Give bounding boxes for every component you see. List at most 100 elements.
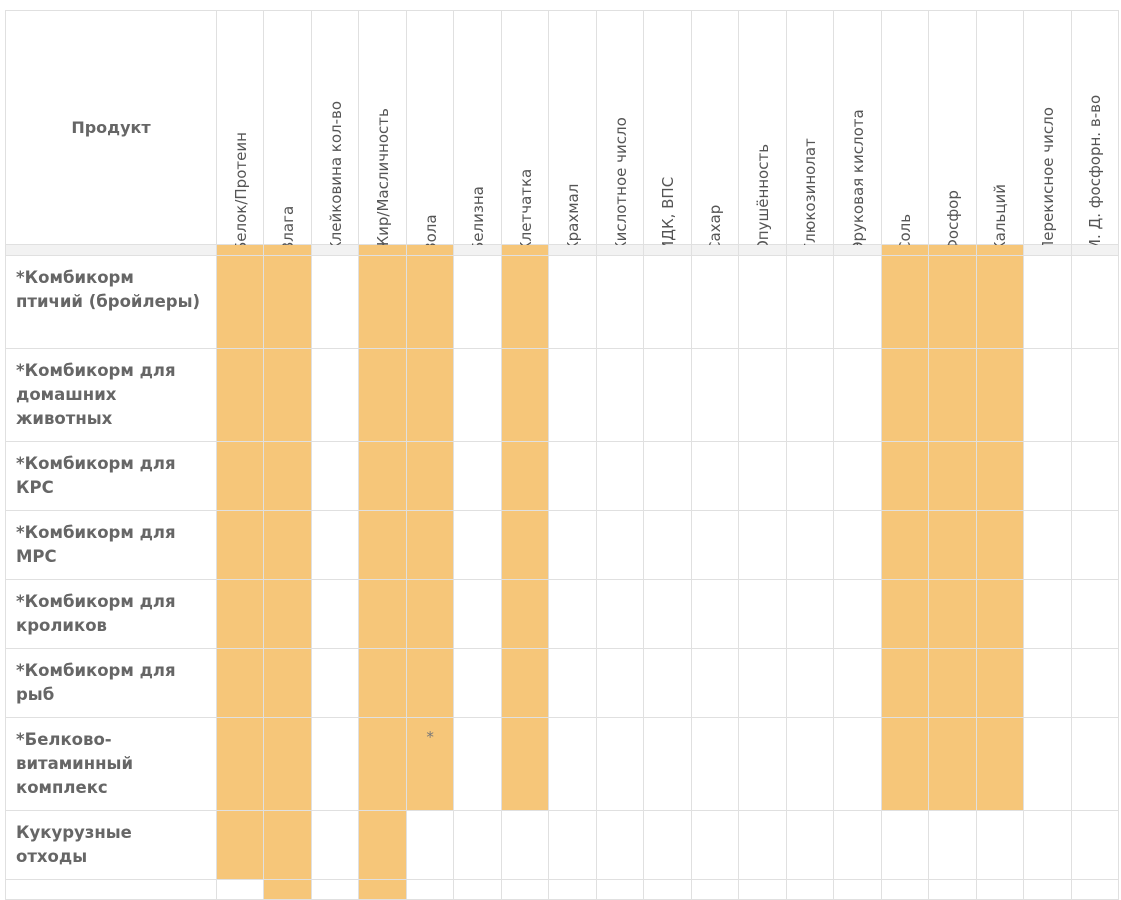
marked-cell (929, 511, 977, 580)
cell (739, 718, 787, 811)
spacer-cell (549, 245, 597, 256)
cell (596, 442, 645, 511)
header-cell: Соль (881, 10, 930, 252)
product-cell: *Комбикорм для МРС (5, 511, 217, 580)
spacer-cell (217, 245, 265, 256)
cell (311, 811, 360, 880)
header-cell: Эруковая кислота (834, 10, 882, 252)
cell (1071, 511, 1119, 580)
cell (311, 649, 360, 718)
marked-cell (501, 580, 550, 649)
marked-cell (929, 256, 977, 349)
cell (644, 256, 692, 349)
spacer-cell (501, 245, 550, 256)
cell (834, 718, 882, 811)
cell (739, 442, 787, 511)
product-name: *Комбикорм для КРС (16, 454, 176, 497)
cell (929, 811, 977, 880)
header-cell: М. Д. фосфорн. в-во (1071, 10, 1119, 252)
cell (644, 718, 692, 811)
header-cell: Зола (406, 10, 455, 252)
marked-cell (359, 718, 407, 811)
cell (786, 511, 835, 580)
marked-cell (264, 511, 312, 580)
marked-cell (264, 649, 312, 718)
cell (454, 718, 502, 811)
cell (596, 880, 645, 900)
marked-cell (501, 442, 550, 511)
cell (454, 256, 502, 349)
product-cell: *Комбикорм для рыб (5, 649, 217, 718)
spacer-cell (596, 245, 645, 256)
cell (786, 442, 835, 511)
cell (549, 811, 597, 880)
marked-cell (359, 649, 407, 718)
cell (691, 511, 740, 580)
product-name: Кукурузные отходы (16, 823, 132, 866)
cell (644, 811, 692, 880)
column-header: Опушённость (753, 143, 772, 252)
spacer-cell (929, 245, 977, 256)
cell (1024, 349, 1072, 442)
cell (739, 649, 787, 718)
cell (881, 880, 930, 900)
cell (549, 511, 597, 580)
spacer-cell (359, 245, 407, 256)
column-header: Жир/Масличность (374, 108, 393, 252)
marked-cell (976, 580, 1025, 649)
cell (1024, 256, 1072, 349)
product-name: *Комбикорм для кроликов (16, 592, 176, 635)
spacer-cell (691, 245, 740, 256)
marked-cell (264, 880, 312, 900)
cell (454, 580, 502, 649)
column-header: Фосфор (943, 190, 962, 252)
marked-cell (501, 511, 550, 580)
cell (834, 811, 882, 880)
marked-cell: * (406, 718, 455, 811)
column-header: Перекисное число (1038, 107, 1057, 252)
cell (454, 880, 502, 900)
marked-cell (217, 649, 265, 718)
marked-cell (976, 649, 1025, 718)
marked-cell (217, 718, 265, 811)
cell (786, 580, 835, 649)
cell (311, 442, 360, 511)
cell (311, 580, 360, 649)
marked-cell (264, 442, 312, 511)
cell (739, 511, 787, 580)
cell (691, 718, 740, 811)
cell (739, 349, 787, 442)
cell (596, 649, 645, 718)
cell (311, 349, 360, 442)
marked-cell (929, 649, 977, 718)
marked-cell (881, 256, 930, 349)
header-cell: Перекисное число (1024, 10, 1072, 252)
header-cell: Жир/Масличность (359, 10, 407, 252)
cell (644, 511, 692, 580)
header-cell: Клейковина кол-во (311, 10, 360, 252)
marked-cell (881, 349, 930, 442)
column-header: Эруковая кислота (848, 109, 867, 252)
marked-cell (406, 511, 455, 580)
cell (1071, 718, 1119, 811)
cell (691, 442, 740, 511)
cell (786, 718, 835, 811)
header-cell: Кислотное число (596, 10, 645, 252)
cell (786, 649, 835, 718)
column-header: Клетчатка (516, 168, 535, 252)
cell (311, 511, 360, 580)
cell (1071, 580, 1119, 649)
column-header: М. Д. фосфорн. в-во (1086, 94, 1105, 252)
cell (596, 580, 645, 649)
marked-cell (501, 256, 550, 349)
cell (976, 811, 1025, 880)
cell (1024, 580, 1072, 649)
cell (596, 256, 645, 349)
marked-cell (929, 442, 977, 511)
header-cell: Белизна (454, 10, 502, 252)
product-cell: *Комбикорм птичий (бройлеры) (5, 256, 217, 349)
marked-cell (359, 349, 407, 442)
cell (834, 880, 882, 900)
cell (454, 442, 502, 511)
